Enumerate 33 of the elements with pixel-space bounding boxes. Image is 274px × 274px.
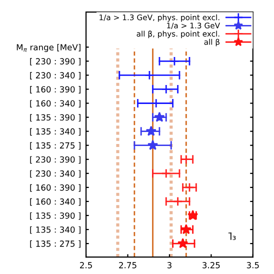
y-tick-label: [ 160 : 390 ]: [30, 184, 80, 192]
y-tick-label: [ 135 : 275 ]: [30, 240, 80, 248]
y-tick-label: [ 160 : 340 ]: [30, 100, 80, 108]
point: [180, 224, 192, 234]
y-tick-label: [ 160 : 340 ]: [30, 198, 80, 206]
point: [154, 112, 165, 122]
y-tick-label: [ 135 : 340 ]: [30, 128, 80, 136]
y-tick-label: [ 135 : 275 ]: [30, 142, 80, 150]
y-tick-label: [ 230 : 390 ]: [30, 58, 80, 66]
x-tick-label: 3.5: [246, 262, 259, 268]
annotation: l̄₃: [228, 232, 236, 240]
point: [146, 126, 156, 136]
x-tick-label: 2.75: [119, 262, 136, 268]
x-tick-label: 2.5: [80, 262, 92, 268]
point: [161, 168, 171, 178]
y-tick-label: [ 230 : 340 ]: [30, 72, 80, 80]
y-tick-label: [ 160 : 390 ]: [30, 86, 80, 94]
point: [147, 140, 158, 150]
point: [161, 84, 171, 94]
x-tick-label: 3: [167, 262, 172, 268]
point: [178, 238, 188, 248]
point: [172, 196, 183, 206]
point: [144, 70, 154, 80]
point: [184, 182, 194, 192]
point: [170, 56, 180, 66]
y-tick-label: [ 135 : 340 ]: [30, 226, 80, 234]
y-tick-label: [ 135 : 390 ]: [30, 212, 80, 220]
y-tick-label: [ 230 : 340 ]: [30, 170, 80, 178]
x-tick-label: 3.25: [202, 262, 220, 268]
y-tick-label: [ 135 : 390 ]: [30, 114, 80, 122]
point: [181, 154, 192, 164]
y-tick-label: M$_{π}$ range [MeV]: [16, 44, 80, 52]
y-tick-label: [ 230 : 390 ]: [30, 156, 80, 164]
